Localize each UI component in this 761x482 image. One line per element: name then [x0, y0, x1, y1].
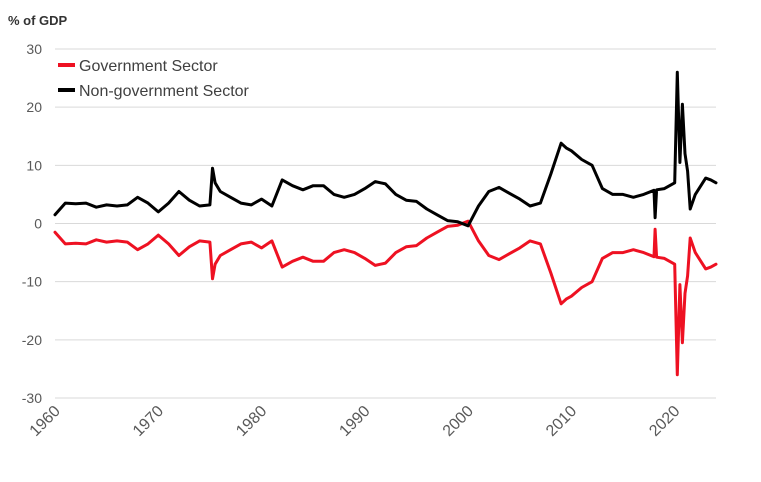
y-tick-label: -20: [22, 332, 42, 348]
series-line-1: [53, 70, 718, 228]
y-tick-label: -30: [22, 390, 42, 406]
y-tick-label: 30: [26, 41, 42, 57]
legend-label-0: Government Sector: [79, 58, 218, 75]
y-tick-labels: 30 20 10 0 -10 -20 -30: [22, 41, 42, 406]
x-tick-label: 1980: [233, 403, 270, 440]
y-tick-label: 10: [26, 157, 42, 173]
y-tick-label: 20: [26, 99, 42, 115]
x-tick-label: 2010: [543, 403, 580, 440]
x-tick-labels: 1960 1970 1980 1990 2000 2010 2020: [27, 403, 684, 440]
x-tick-label: 1990: [336, 403, 373, 440]
series-line-0: [53, 219, 718, 377]
x-tick-label: 1970: [130, 403, 167, 440]
gridlines: [55, 48, 716, 399]
legend-label-1: Non-government Sector: [79, 83, 250, 100]
x-tick-label: 2000: [440, 403, 477, 440]
legend: Government Sector Non-government Sector: [58, 58, 250, 100]
x-tick-label: 2020: [646, 403, 683, 440]
y-axis-label: % of GDP: [8, 13, 68, 28]
x-tick-label: 1960: [27, 403, 64, 440]
y-tick-label: 0: [34, 216, 42, 232]
series-lines: [53, 70, 718, 377]
y-tick-label: -10: [22, 274, 42, 290]
